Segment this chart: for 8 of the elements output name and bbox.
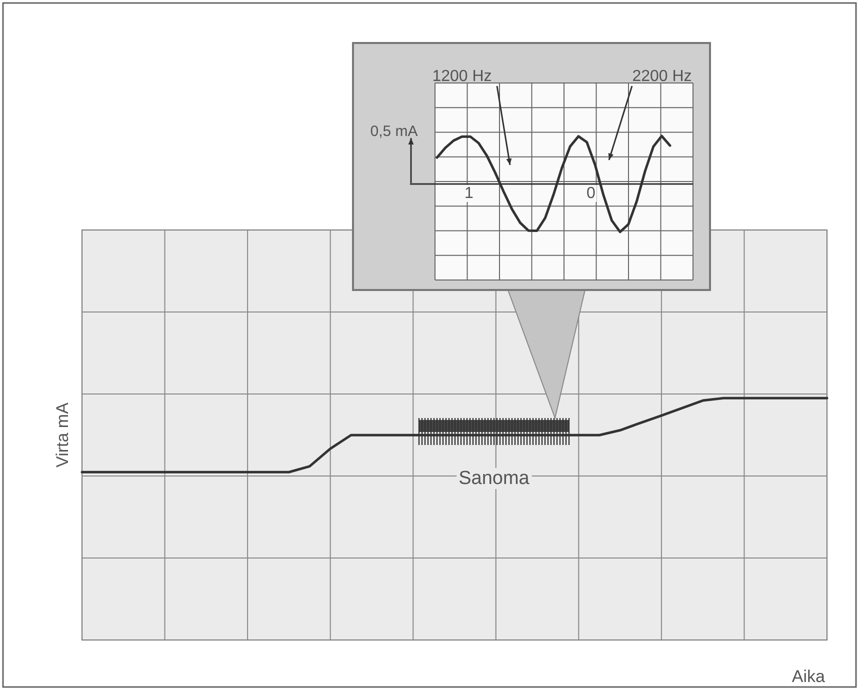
text: 2200 Hz	[632, 68, 692, 85]
y-axis-title: Virta mA	[53, 402, 72, 468]
text: 0,5 mA	[370, 123, 418, 140]
x-axis-title: Aika	[792, 667, 826, 686]
annotation: 0	[586, 185, 596, 202]
text: 1200 Hz	[432, 68, 492, 85]
annotation: Sanoma	[458, 468, 530, 489]
annotation: 1	[464, 185, 474, 202]
